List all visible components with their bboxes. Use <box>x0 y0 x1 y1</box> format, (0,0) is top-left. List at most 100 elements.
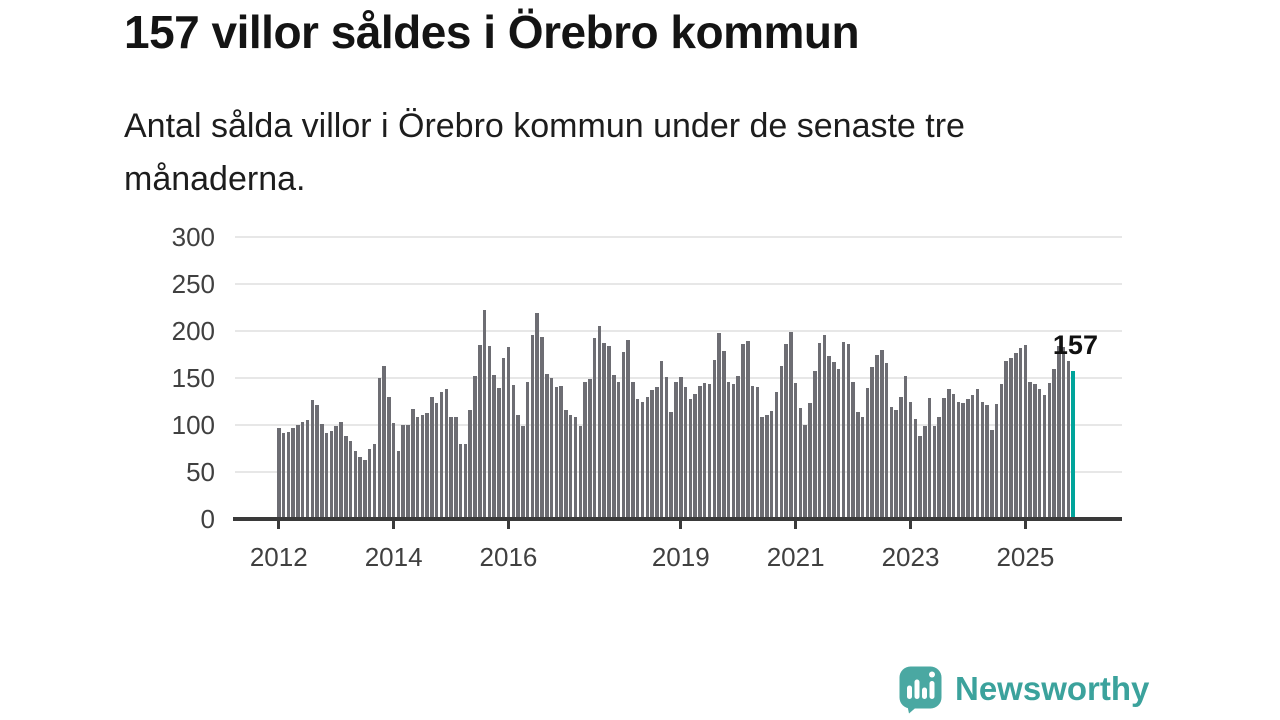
bar <box>1009 358 1013 519</box>
bar <box>535 313 539 519</box>
bar <box>726 381 731 519</box>
bar <box>899 396 903 519</box>
x-axis-label: 2014 <box>364 542 423 572</box>
bar <box>329 430 334 519</box>
bar <box>970 394 975 519</box>
bar <box>530 334 535 519</box>
bar <box>884 362 889 519</box>
bar <box>444 389 448 519</box>
bar <box>947 389 951 519</box>
bar <box>621 351 626 519</box>
bar <box>334 425 338 519</box>
bar <box>640 401 645 519</box>
bar <box>602 343 606 519</box>
gridline <box>235 424 1122 426</box>
bar <box>908 401 913 519</box>
x-axis-label: 2012 <box>249 542 308 572</box>
bar <box>990 429 994 519</box>
bar <box>597 326 602 519</box>
gridline <box>235 283 1122 285</box>
bar <box>607 346 611 519</box>
bar <box>774 392 779 519</box>
bar <box>439 392 444 519</box>
bar <box>750 385 755 519</box>
x-axis-label: 2021 <box>766 542 825 572</box>
x-axis-label: 2023 <box>881 542 940 572</box>
bar <box>358 456 362 519</box>
y-axis-label: 200 <box>171 316 215 346</box>
bar <box>401 425 405 519</box>
bar <box>635 398 640 519</box>
bar <box>549 378 554 519</box>
bar <box>865 388 870 519</box>
chart-subtitle: Antal sålda villor i Örebro kommun under… <box>124 107 965 198</box>
bar <box>387 396 391 519</box>
y-axis-label: 300 <box>171 222 215 252</box>
bar <box>430 396 434 519</box>
bar <box>942 397 946 519</box>
x-axis-tick <box>392 521 396 529</box>
bar <box>702 382 707 519</box>
bar <box>492 375 496 519</box>
bar <box>1018 347 1023 519</box>
bar <box>521 425 525 519</box>
x-axis-tick <box>909 521 912 529</box>
bar <box>851 381 855 519</box>
bar <box>980 401 985 519</box>
bar <box>305 420 310 519</box>
bar <box>679 377 683 519</box>
bar <box>545 374 549 519</box>
bar <box>927 397 932 519</box>
bar <box>793 382 798 519</box>
bar <box>746 341 750 519</box>
x-axis-label: 2019 <box>651 542 710 572</box>
bar <box>286 431 291 519</box>
bar <box>281 433 286 519</box>
x-axis-label: 2016 <box>479 542 538 572</box>
bar <box>736 376 740 519</box>
x-axis-tick <box>506 521 510 529</box>
highlighted-bar <box>1071 371 1075 519</box>
bar <box>626 340 630 519</box>
bar <box>583 381 587 519</box>
bar <box>769 410 774 519</box>
bar <box>277 427 281 519</box>
bar <box>516 414 520 519</box>
bar <box>832 362 836 519</box>
gridline <box>235 471 1122 473</box>
bar <box>320 424 324 519</box>
bar <box>693 393 697 519</box>
bar <box>406 425 410 519</box>
bar <box>1037 389 1042 519</box>
bar <box>300 422 305 519</box>
bar <box>712 360 717 519</box>
bar <box>501 358 506 519</box>
bar <box>741 344 745 519</box>
bar <box>310 399 314 519</box>
x-axis-tick <box>794 521 798 529</box>
bar <box>650 390 654 519</box>
bar <box>1061 346 1066 519</box>
bar <box>985 405 989 519</box>
bar <box>817 343 822 519</box>
bar <box>951 393 956 519</box>
bar <box>434 403 439 519</box>
bar <box>875 354 879 519</box>
bar <box>645 396 650 519</box>
bar <box>813 371 817 519</box>
bar <box>779 365 784 519</box>
bar <box>765 414 769 519</box>
bar <box>344 436 348 519</box>
bar <box>296 425 300 519</box>
value-annotation: 157 <box>1052 330 1098 361</box>
bar <box>588 378 592 519</box>
bar <box>377 378 381 519</box>
bar <box>363 459 367 519</box>
bar <box>506 346 511 519</box>
bar <box>420 414 425 519</box>
bar <box>382 365 386 519</box>
bar <box>827 356 831 519</box>
bar <box>789 331 793 519</box>
bar <box>994 404 999 519</box>
